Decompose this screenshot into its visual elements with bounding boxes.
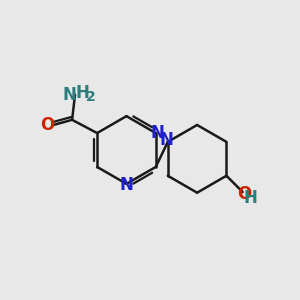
Text: N: N (150, 124, 164, 142)
Text: O: O (40, 116, 55, 134)
Text: N: N (63, 86, 77, 104)
Text: N: N (119, 176, 134, 194)
Text: H: H (244, 189, 258, 207)
Text: 2: 2 (86, 90, 96, 104)
Text: H: H (76, 84, 89, 102)
Text: N: N (159, 131, 173, 149)
Text: O: O (237, 185, 251, 203)
